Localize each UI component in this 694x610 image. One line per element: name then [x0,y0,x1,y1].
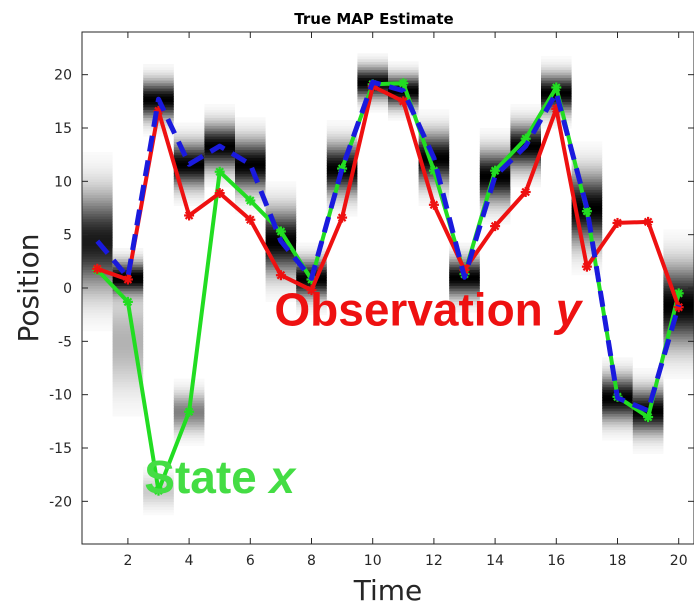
data-point-observation [306,285,317,296]
annotation-obs: Observation y [274,283,583,335]
annotation-state-var: x [267,451,298,503]
data-point-state [214,166,225,177]
x-tick-label: 2 [123,553,132,569]
data-point-state [551,82,562,93]
data-point-state [122,296,133,307]
data-point-state [184,406,195,417]
y-tick-label: 20 [54,68,72,84]
data-point-observation [214,188,225,199]
annotation-layer: Observation y State x [144,283,583,502]
series-line-state [95,81,681,493]
data-point-observation [275,270,286,281]
series-line-observation [96,84,681,308]
data-point-state [490,165,501,176]
x-tick-label: 18 [609,553,627,569]
annotation-obs-var: y [554,283,584,335]
y-tick-label: 0 [63,281,72,297]
x-tick-label: 8 [307,553,316,569]
annotation-state-text: State [144,451,269,503]
annotation-obs-text: Observation [274,283,555,335]
y-tick-label: 10 [54,174,72,190]
x-tick-label: 10 [364,553,382,569]
x-tick-label: 16 [547,553,565,569]
data-point-observation [92,263,103,274]
data-point-state [581,206,592,217]
y-tick-label: -5 [58,334,72,350]
y-tick-label: -20 [49,494,72,510]
data-point-observation [428,199,439,210]
ticks-layer: 2 4 6 8 10 12 14 16 18 20 20 15 10 5 0 -5 -10 -15 -20 [49,32,694,569]
data-point-state [398,78,409,89]
belief-column [173,122,205,446]
data-point-observation [184,210,195,221]
x-tick-label: 6 [246,553,255,569]
series-line-map_estimate [95,79,682,414]
y-tick-label: 5 [63,228,72,244]
x-tick-label: 12 [425,553,443,569]
data-point-observation [245,214,256,225]
x-tick-label: 4 [185,553,194,569]
annotation-state: State x [144,451,297,503]
data-point-state [643,412,654,423]
data-point-state [153,485,164,496]
data-point-state [275,226,286,237]
x-tick-label: 20 [670,553,688,569]
data-point-observation [490,221,501,232]
series-layer [92,78,684,496]
data-point-observation [520,187,531,197]
y-tick-label: 15 [54,121,72,137]
belief-column [204,104,235,188]
data-point-observation [612,217,623,228]
data-point-observation [643,216,654,227]
data-point-state [245,195,256,206]
data-point-observation [581,261,592,272]
data-point-observation [122,274,133,285]
x-axis-title: Time [353,574,423,606]
y-tick-label: -15 [49,441,72,457]
x-tick-label: 14 [486,553,504,569]
data-point-observation [337,212,348,223]
y-tick-label: -10 [49,388,72,404]
chart-title: True MAP Estimate [294,10,453,28]
y-axis-title: Position [12,233,45,342]
data-point-observation [673,302,684,313]
